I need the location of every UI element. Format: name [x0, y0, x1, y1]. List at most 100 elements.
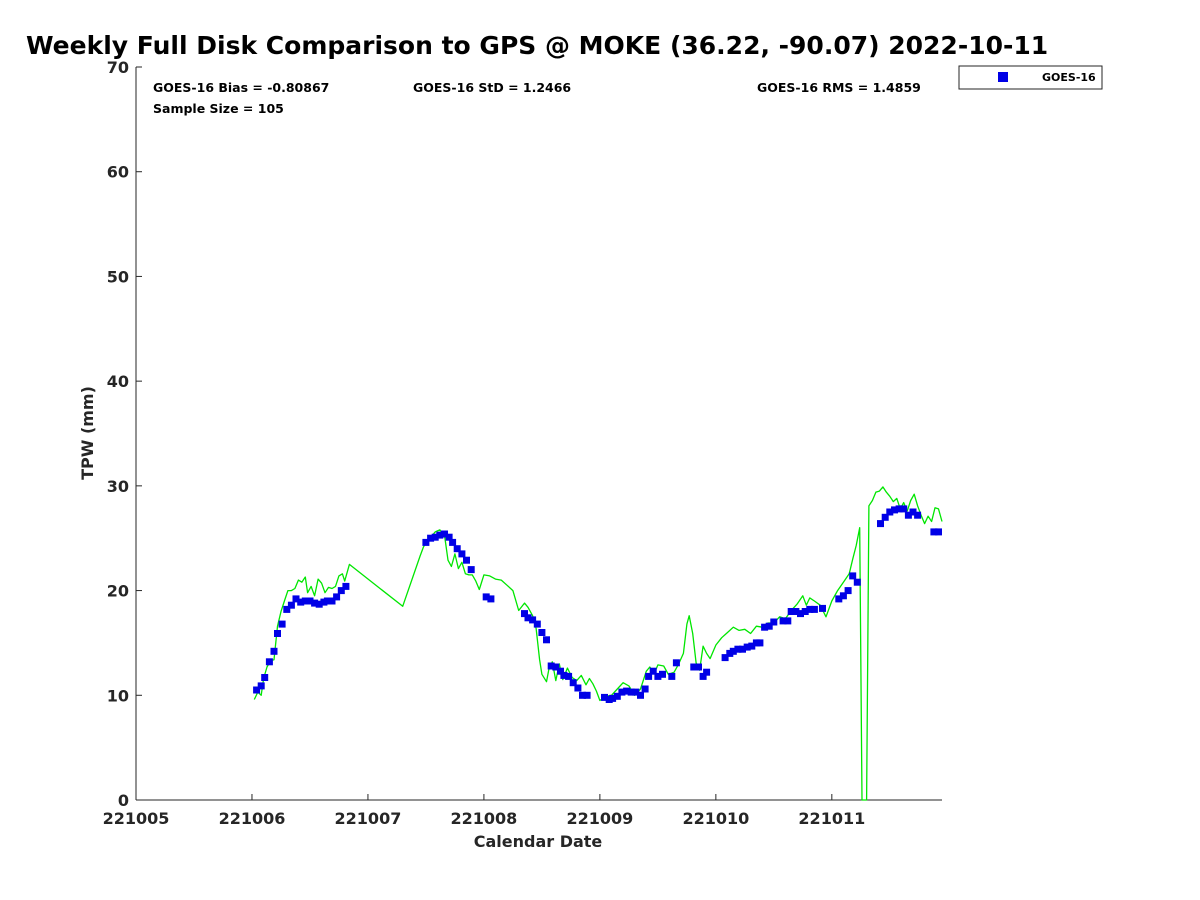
goes-16-point [849, 572, 857, 580]
goes-16-point [328, 597, 336, 605]
goes-16-point [909, 508, 917, 516]
y-tick-label: 0 [118, 791, 129, 810]
goes-16-point [436, 531, 444, 539]
x-axis-label: Calendar Date [474, 832, 603, 851]
legend-label-goes-16: GOES-16 [1042, 71, 1096, 84]
goes-16-point [739, 645, 746, 653]
goes-16-point [659, 670, 666, 678]
goes-16-point [770, 618, 778, 626]
goes-16-point [265, 658, 273, 666]
x-tick-label: 221010 [682, 809, 749, 828]
goes-16-point [810, 605, 818, 613]
goes-16-point [431, 533, 439, 541]
goes-16-point [881, 513, 889, 521]
goes-16-point [287, 601, 295, 609]
goes-16-point [641, 685, 649, 693]
goes-16-point [654, 672, 662, 680]
x-tick-label: 221006 [219, 809, 286, 828]
goes-16-point [565, 672, 573, 680]
plot-area: 0 10 20 30 40 50 60 70 221005 221006 221007 221008… [103, 58, 943, 828]
goes-16-point [257, 682, 265, 690]
goes-16-point [632, 688, 640, 696]
goes-16-point [844, 587, 852, 595]
goes-16-point [819, 604, 826, 612]
goes-16-point [930, 528, 938, 536]
legend: GOES-16 [958, 65, 1103, 90]
chart-title: Weekly Full Disk Comparison to GPS @ MOK… [26, 31, 1048, 60]
goes-16-point [569, 679, 577, 687]
goes-16-point [323, 597, 331, 605]
stat-bias: GOES-16 Bias = -0.80867 [153, 80, 329, 95]
goes-16-point [914, 511, 922, 519]
goes-16-point [649, 667, 657, 675]
goes-16-point [547, 662, 555, 670]
goes-16-point [627, 688, 635, 696]
x-tick-label: 221011 [798, 809, 865, 828]
goes-16-point [278, 620, 286, 628]
goes-16-point [797, 610, 804, 618]
stat-std: GOES-16 StD = 1.2466 [413, 80, 571, 95]
goes-16-point [668, 672, 676, 680]
y-tick-label: 70 [107, 58, 129, 77]
goes-16-point [458, 550, 466, 558]
goes-16-point [427, 534, 435, 542]
y-tick-label: 30 [107, 477, 129, 496]
goes-16-point [543, 636, 550, 644]
goes-16-point [792, 608, 800, 615]
x-axis-ticks: 221005 221006 221007 221008 221009 221010 2210… [103, 794, 865, 828]
y-tick-label: 60 [107, 163, 129, 182]
goes-16-point [801, 608, 809, 615]
goes-16-point [315, 600, 323, 608]
goes-16-point [613, 692, 621, 700]
goes-16-point [891, 506, 898, 514]
goes-16-point [538, 629, 546, 636]
goes-16-point [690, 663, 698, 671]
goes-16-point [552, 663, 560, 671]
goes-16-point [463, 556, 470, 564]
goes-16-point [449, 538, 457, 546]
goes-16-point [297, 598, 305, 606]
goes-16-point [761, 623, 769, 631]
goes-16-point [765, 622, 773, 630]
goes-16-point [699, 672, 707, 680]
goes-16-point [524, 614, 532, 622]
goes-16-point [560, 671, 568, 679]
goes-16-point [743, 643, 751, 651]
gps-line [253, 486, 943, 801]
goes-16-point [935, 528, 942, 536]
goes-16-point [574, 684, 582, 692]
y-tick-label: 40 [107, 372, 129, 391]
goes-16-point [579, 691, 586, 699]
goes-16-point [806, 605, 814, 613]
goes-16-point [601, 693, 608, 701]
goes-16-point [748, 642, 756, 650]
goes-16-point [779, 617, 787, 625]
goes-16-point [637, 691, 644, 699]
goes-16-point [835, 595, 843, 603]
goes-16-point [734, 645, 742, 653]
series-gps [253, 486, 943, 801]
goes-16-point [445, 533, 453, 541]
legend-marker-goes-16 [998, 72, 1008, 82]
goes-16-point [557, 667, 564, 675]
goes-16-point [333, 593, 341, 601]
goes-16-point [292, 595, 300, 603]
goes-16-point [721, 654, 729, 662]
goes-16-point [521, 610, 528, 618]
goes-16-point [623, 687, 631, 695]
goes-16-point [877, 520, 884, 528]
goes-16-point [886, 508, 894, 516]
goes-16-point [482, 593, 490, 601]
goes-16-point [645, 672, 653, 680]
goes-16-point [487, 595, 495, 603]
goes-16-point [904, 511, 912, 519]
goes-16-point [618, 688, 626, 696]
goes-16-point [703, 668, 711, 676]
goes-16-point [895, 505, 903, 513]
goes-16-point [729, 647, 737, 655]
goes-16-point [583, 691, 591, 699]
goes-16-point [853, 578, 861, 586]
goes-16-point [306, 597, 314, 605]
stat-sample-size: Sample Size = 105 [153, 101, 284, 116]
